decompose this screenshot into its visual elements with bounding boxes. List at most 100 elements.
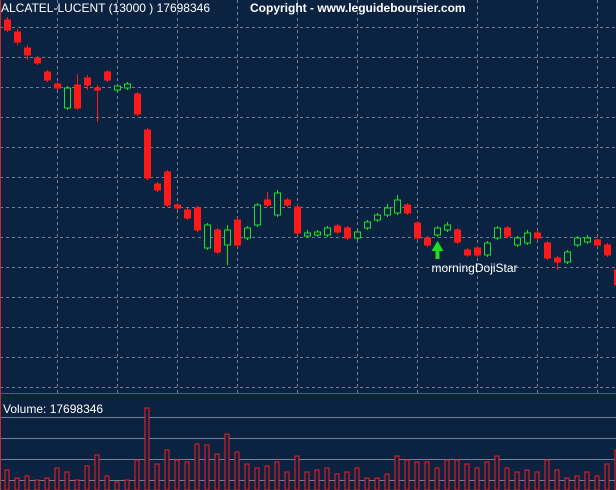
volume-bar [64,471,70,490]
volume-bar [164,449,170,490]
candle-body [464,249,471,256]
volume-bar [274,461,280,490]
volume-bar [514,471,520,490]
volume-bar [204,444,210,490]
marks [4,17,616,490]
candle-body [414,222,421,239]
volume-bar [184,461,190,490]
candle-body [14,31,21,43]
volume-label: Volume: 17698346 [3,402,103,416]
volume-bar [284,471,290,490]
volume-bar [114,481,120,490]
candle-body [434,227,441,236]
volume-bar [294,455,300,490]
volume-bar [4,469,10,490]
volume-bar [574,475,580,490]
candle-body [194,207,201,231]
candle-body [4,19,11,31]
volume-bar [134,459,140,490]
candle-body [364,221,371,229]
volume-bar [414,461,420,490]
volume-bar [484,461,490,490]
volume-bar [224,433,230,490]
volume-bar [234,451,240,490]
candle-body [344,227,351,239]
volume-bar [454,459,460,490]
volume-bar [24,475,30,490]
volume-bar [84,465,90,490]
volume-bar [504,467,510,490]
volume-bar [254,467,260,490]
candle-body [134,93,141,115]
candle-body [74,84,81,109]
volume-bar [94,454,100,490]
candle-body [424,237,431,246]
candle-body [304,232,311,237]
volume-bar [54,467,60,490]
volume-bar [564,477,570,490]
volume-bar [534,471,540,490]
volume-bar [394,455,400,490]
candle-body [34,57,41,64]
candle-body [144,129,151,179]
candle-body [584,237,591,243]
candle-body [64,87,71,109]
candle-body [244,227,251,239]
volume-bar [584,471,590,490]
volume-bar [104,475,110,490]
candle-body [534,232,541,239]
candle-body [264,199,271,206]
candle-body [274,192,281,216]
candle-body [104,71,111,81]
candle-body [84,77,91,86]
volume-bar [214,453,220,490]
candle-body [234,219,241,246]
volume-bar [494,455,500,490]
volume-bar [524,469,530,490]
candle-body [594,239,601,246]
volume-bar [594,475,600,490]
chart-title: ALCATEL-LUCENT (13000 ) 17698346 [1,1,210,15]
volume-bar [334,473,340,490]
volume-bar [264,465,270,490]
candle-body [354,231,361,239]
volume-bar [194,443,200,490]
candle-body [224,229,231,246]
candle-body [324,227,331,236]
candle-body [544,242,551,259]
candle-body [204,224,211,249]
volume-bar [604,463,610,490]
candle-body [164,171,171,206]
candle-body [604,244,611,256]
candle-body [184,209,191,219]
volume-bar [424,461,430,490]
candle-body [154,183,161,191]
candle-body [404,204,411,214]
candle-body [554,257,561,263]
volume-bar [154,463,160,490]
candle-body [514,237,521,246]
volume-bar [544,459,550,490]
candle-body [504,227,511,237]
volume-bar [304,471,310,490]
candle-body [24,47,31,56]
candle-body [474,247,481,256]
volume-bar [354,467,360,490]
candle-body [614,269,616,286]
volume-bar [404,459,410,490]
candle-body [374,214,381,221]
volume-bar [554,469,560,490]
candle-body [124,83,131,89]
candle-body [174,204,181,209]
candle-body [214,229,221,253]
candle-body [524,232,531,244]
candle-body [564,251,571,263]
volume-bar [244,463,250,490]
candle-body [494,227,501,239]
copyright: Copyright - www.leguideboursier.com [250,1,466,15]
volume-bar [324,467,330,490]
candle-body [44,71,51,81]
volume-bar [464,463,470,490]
volume-bar [174,459,180,490]
